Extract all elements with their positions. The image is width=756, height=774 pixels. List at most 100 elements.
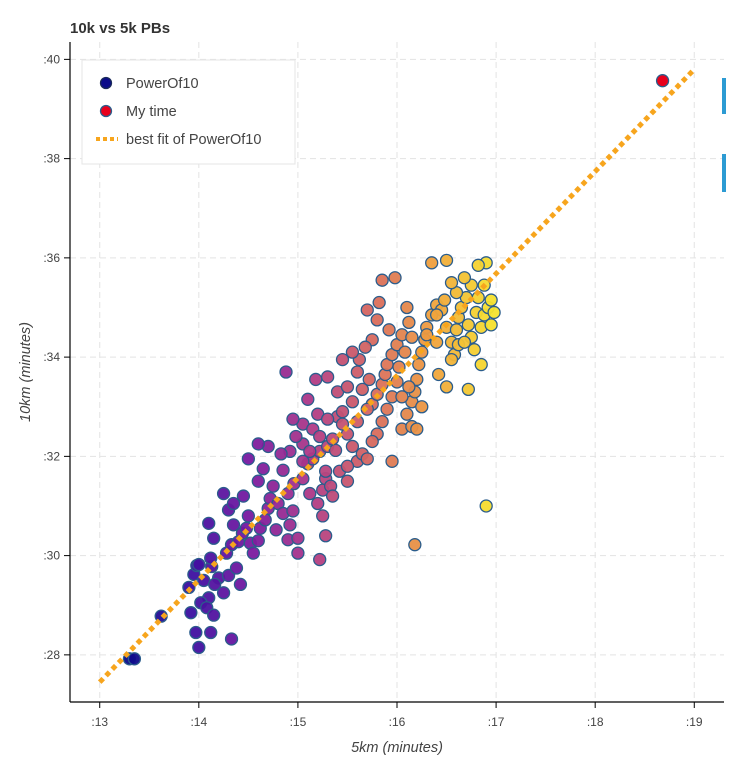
x-tick-label: :13	[91, 715, 108, 729]
data-point-powerof10	[340, 474, 355, 488]
data-point-powerof10	[380, 402, 394, 416]
data-point-powerof10	[189, 625, 203, 640]
x-axis-label: 5km (minutes)	[351, 740, 443, 756]
data-point-powerof10	[408, 538, 422, 552]
data-point-powerof10	[431, 367, 446, 382]
data-point-powerof10	[319, 529, 333, 543]
data-point-powerof10	[184, 606, 198, 620]
legend-label-powerof10: PowerOf10	[126, 76, 199, 92]
data-point-powerof10	[226, 518, 241, 532]
best-fit-line	[97, 67, 697, 684]
data-point-powerof10	[400, 407, 414, 421]
x-tick-label: :14	[190, 715, 207, 729]
data-point-powerof10	[236, 489, 251, 503]
data-point-powerof10	[467, 343, 481, 357]
data-point-powerof10	[276, 463, 290, 477]
data-point-powerof10	[395, 390, 409, 404]
toolbar-pan-tool[interactable]	[722, 78, 726, 114]
data-point-powerof10	[291, 546, 305, 560]
data-point-powerof10	[289, 429, 303, 444]
data-point-powerof10	[360, 452, 374, 466]
data-point-powerof10	[303, 444, 317, 459]
data-point-powerof10	[258, 513, 272, 527]
legend-marker-powerof10	[99, 76, 113, 90]
data-point-powerof10	[207, 531, 221, 545]
data-point-powerof10	[345, 395, 360, 409]
data-point-powerof10	[471, 258, 485, 272]
data-point-powerof10	[226, 496, 241, 511]
data-point-powerof10	[358, 340, 372, 354]
data-point-powerof10	[457, 271, 472, 285]
data-point-powerof10	[484, 293, 498, 307]
data-points	[122, 253, 501, 666]
data-point-powerof10	[375, 273, 389, 287]
legend-label-my-time: My time	[126, 104, 177, 120]
data-point-powerof10	[487, 305, 501, 320]
data-point-powerof10	[474, 357, 488, 372]
data-point-powerof10	[402, 380, 416, 394]
data-point-powerof10	[274, 447, 288, 461]
data-point-powerof10	[233, 577, 248, 592]
y-tick-label: :32	[43, 449, 60, 463]
data-point-powerof10	[437, 293, 452, 307]
data-point-powerof10	[251, 437, 265, 451]
y-ticks: :28:30:32:34:36:38:40	[43, 52, 70, 662]
legend-marker-my-time	[99, 104, 113, 118]
data-point-powerof10	[296, 454, 310, 468]
data-point-powerof10	[429, 308, 444, 322]
data-point-powerof10	[400, 300, 414, 315]
data-point-powerof10	[439, 380, 454, 394]
my-time-layer	[655, 74, 670, 88]
data-point-powerof10	[224, 632, 239, 646]
data-point-powerof10	[311, 496, 325, 511]
data-point-powerof10	[375, 414, 389, 429]
data-point-powerof10	[192, 557, 206, 572]
data-point-powerof10	[316, 509, 330, 523]
data-point-powerof10	[461, 382, 475, 397]
data-point-powerof10	[350, 365, 365, 379]
data-point-powerof10	[208, 577, 222, 592]
data-point-powerof10	[202, 516, 216, 531]
x-ticks: :13:14:15:16:17:18:19	[91, 702, 703, 729]
data-point-powerof10	[246, 546, 260, 560]
data-point-powerof10	[398, 345, 412, 359]
data-point-powerof10	[325, 489, 340, 503]
data-point-powerof10	[286, 504, 300, 518]
data-point-powerof10	[303, 486, 317, 501]
data-point-powerof10	[412, 357, 426, 372]
data-point-powerof10	[405, 330, 419, 344]
y-tick-label: :34	[43, 350, 60, 364]
data-point-powerof10	[229, 561, 244, 575]
data-point-powerof10	[410, 422, 424, 436]
data-point-powerof10	[382, 323, 396, 337]
data-point-powerof10	[362, 372, 376, 387]
data-point-powerof10	[484, 318, 498, 332]
data-point-powerof10	[269, 523, 283, 537]
x-tick-label: :17	[488, 715, 505, 729]
data-point-powerof10	[444, 352, 459, 367]
data-point-powerof10	[279, 365, 293, 379]
data-point-powerof10	[192, 640, 206, 655]
data-point-powerof10	[256, 462, 270, 476]
data-point-powerof10	[241, 509, 256, 523]
data-point-powerof10	[286, 412, 300, 426]
y-tick-label: :36	[43, 251, 60, 265]
data-point-powerof10	[444, 276, 459, 290]
data-point-powerof10	[345, 345, 360, 359]
x-tick-label: :19	[686, 715, 703, 729]
data-point-powerof10	[340, 380, 355, 394]
data-point-powerof10	[365, 434, 379, 449]
y-tick-label: :40	[43, 52, 60, 66]
data-point-powerof10	[283, 518, 297, 532]
data-point-powerof10	[372, 295, 386, 310]
x-tick-label: :16	[389, 715, 406, 729]
data-point-powerof10	[345, 439, 360, 454]
toolbar-zoom-tool[interactable]	[722, 154, 726, 192]
data-point-powerof10	[439, 253, 454, 267]
data-point-powerof10	[355, 382, 369, 397]
data-point-powerof10	[461, 318, 475, 332]
data-point-powerof10	[313, 552, 327, 567]
data-point-powerof10	[313, 429, 327, 444]
data-point-powerof10	[204, 625, 218, 640]
